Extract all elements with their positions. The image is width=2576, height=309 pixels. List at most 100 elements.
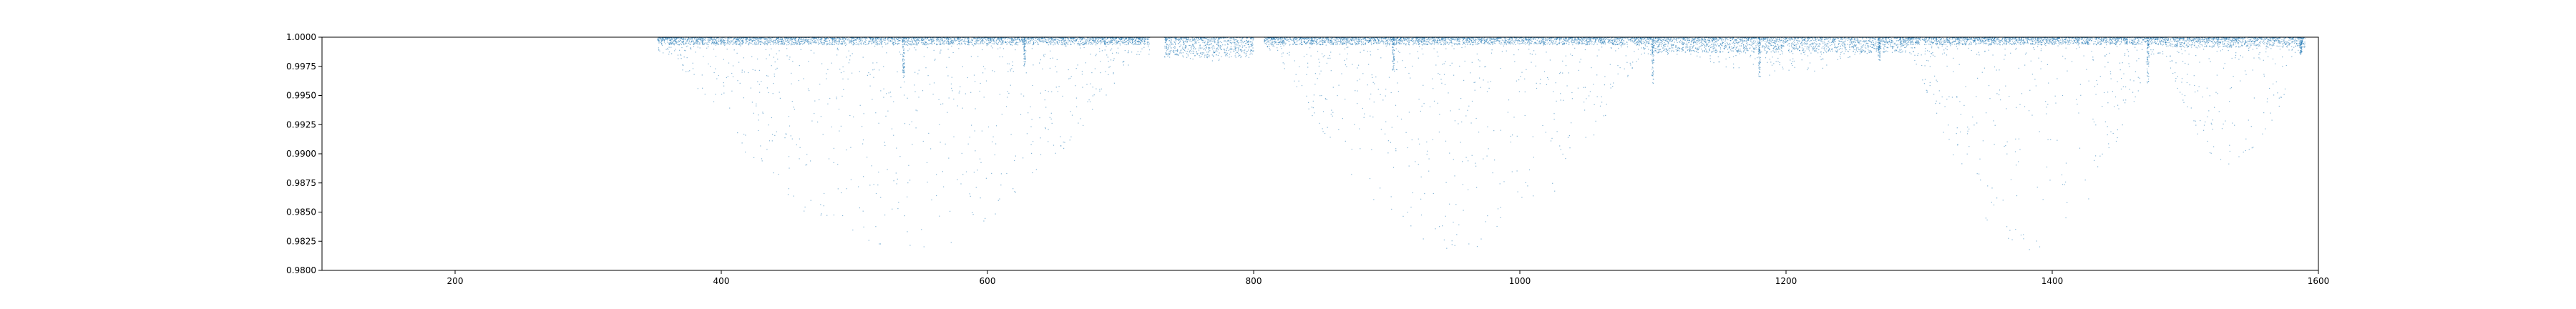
data-point [903, 40, 904, 41]
data-point [962, 174, 964, 175]
data-point [723, 92, 725, 94]
data-point [986, 43, 987, 44]
data-point [907, 42, 908, 44]
data-point [997, 44, 999, 45]
data-point [676, 37, 678, 39]
data-point [924, 37, 926, 39]
data-point [824, 40, 825, 41]
data-point [1181, 52, 1182, 54]
data-point [1201, 47, 1203, 49]
data-point [859, 37, 861, 39]
data-point [1174, 54, 1176, 56]
data-point [1176, 39, 1178, 40]
data-point [1181, 37, 1183, 39]
data-point [1022, 40, 1023, 41]
data-point [1248, 40, 1249, 41]
data-point [834, 39, 835, 41]
data-point [1082, 41, 1083, 43]
data-point [1250, 50, 1252, 52]
data-point [658, 39, 660, 41]
data-point [1062, 95, 1063, 97]
data-point [1237, 55, 1239, 57]
data-point [1211, 60, 1213, 62]
data-point [1050, 39, 1053, 40]
data-point [736, 44, 738, 45]
data-point [942, 38, 943, 39]
data-point [957, 38, 959, 39]
data-point [820, 37, 821, 39]
data-point [801, 41, 803, 42]
data-point [1105, 37, 1106, 39]
data-point [1146, 41, 1148, 43]
data-point [1063, 42, 1065, 44]
data-point [1107, 38, 1108, 39]
data-point [781, 39, 783, 41]
data-point [843, 89, 844, 90]
data-point [1146, 39, 1148, 41]
data-point [1129, 41, 1131, 43]
data-point [991, 39, 992, 41]
data-point [1189, 39, 1191, 41]
data-point [886, 93, 887, 94]
data-point [1055, 152, 1056, 154]
data-point [855, 39, 857, 40]
data-point [1099, 51, 1101, 52]
data-point [826, 44, 827, 46]
data-point [1061, 37, 1063, 39]
data-point [831, 39, 833, 41]
data-point [865, 39, 867, 41]
data-point [680, 54, 682, 56]
data-point [1248, 49, 1249, 51]
data-point [959, 90, 960, 92]
data-point [810, 160, 811, 162]
data-point [748, 39, 749, 41]
data-point [1181, 39, 1182, 40]
data-point [1134, 37, 1136, 39]
data-point [946, 42, 947, 44]
data-point [1136, 41, 1138, 42]
data-point [970, 41, 972, 43]
data-point [1176, 37, 1178, 39]
data-point [1224, 49, 1225, 51]
data-point [887, 37, 889, 39]
data-point [842, 41, 844, 42]
data-point [1224, 55, 1226, 57]
data-point [1182, 52, 1184, 54]
data-point [761, 41, 763, 43]
data-point [872, 38, 874, 39]
data-point [724, 42, 726, 44]
data-point [799, 37, 801, 39]
data-point [914, 39, 915, 41]
data-point [1111, 44, 1113, 46]
data-point [1170, 41, 1171, 43]
data-point [746, 37, 748, 39]
data-point [1204, 42, 1205, 44]
data-point [1091, 43, 1093, 44]
data-point [1221, 41, 1222, 44]
data-point [824, 42, 825, 44]
data-point [758, 37, 760, 39]
data-point [1104, 40, 1106, 41]
data-point [1016, 39, 1018, 41]
data-point [665, 37, 667, 39]
data-point [1166, 44, 1168, 46]
data-point [879, 37, 881, 39]
data-point [691, 39, 693, 41]
data-point [879, 243, 881, 245]
data-point [831, 37, 833, 39]
data-point [947, 41, 949, 43]
data-point [920, 38, 922, 39]
data-point [1136, 54, 1138, 55]
data-point [1014, 160, 1015, 162]
data-point [703, 44, 705, 45]
data-point [1112, 52, 1113, 54]
data-point [930, 37, 932, 39]
data-point [954, 37, 955, 39]
data-point [894, 39, 895, 41]
data-point [686, 46, 687, 47]
data-point [1076, 39, 1078, 41]
data-point [845, 38, 847, 39]
data-point [973, 37, 975, 39]
data-point [910, 39, 912, 40]
data-point [990, 37, 991, 39]
